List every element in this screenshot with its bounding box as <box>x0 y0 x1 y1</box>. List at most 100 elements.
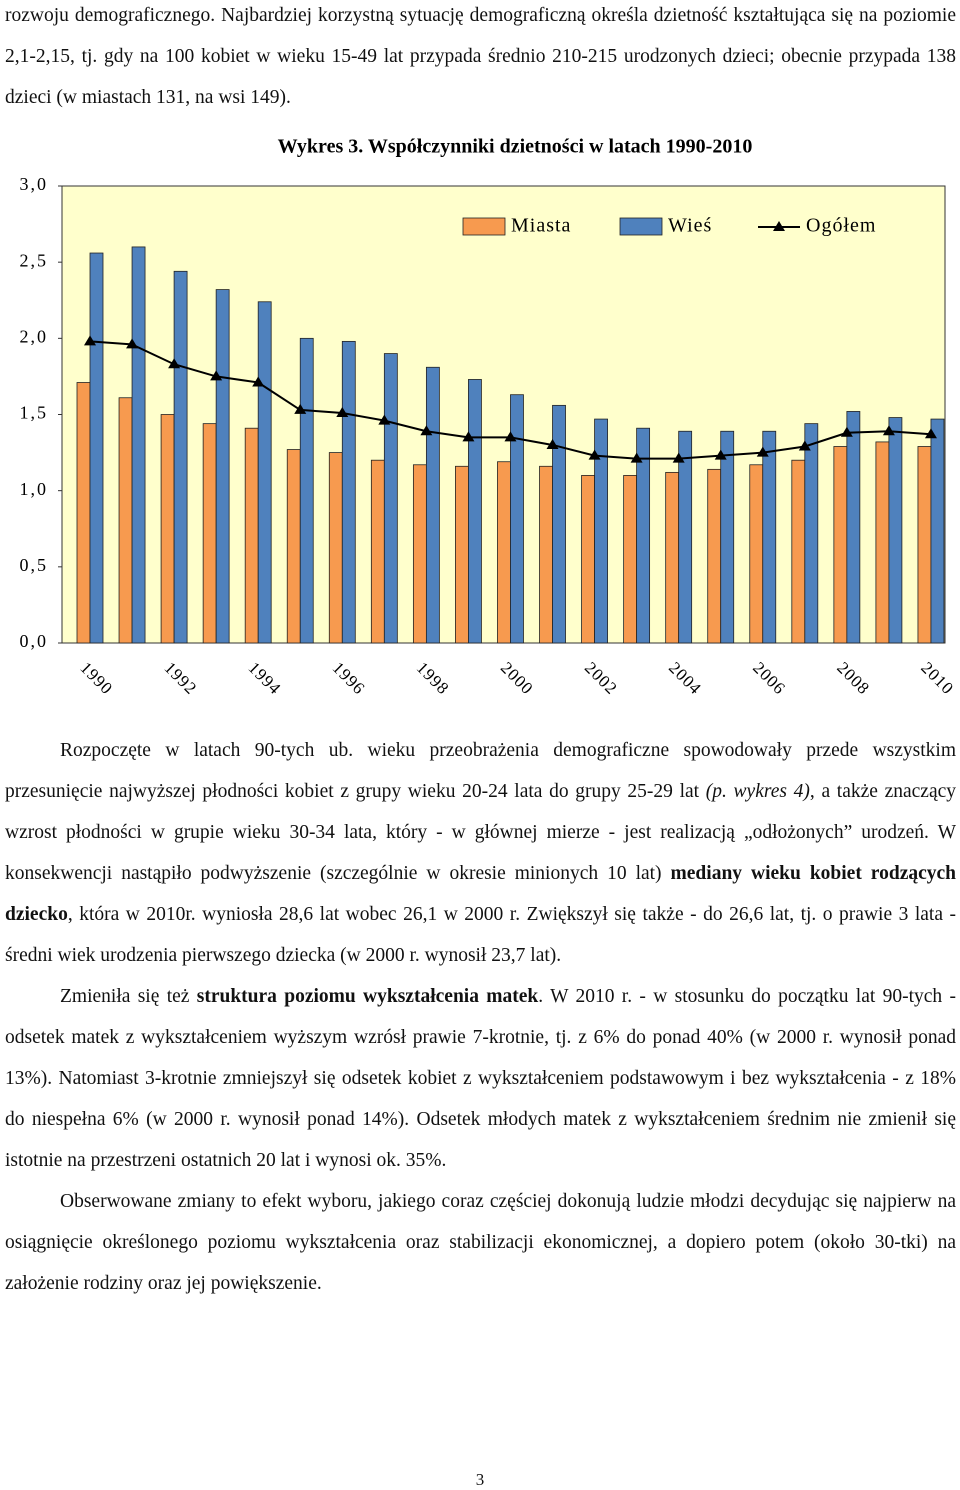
bar <box>888 417 903 644</box>
bar <box>707 468 722 644</box>
bar <box>425 366 440 644</box>
y-tick-label: 1,0 <box>20 479 49 499</box>
marker <box>840 426 853 437</box>
marker <box>672 452 685 463</box>
bar <box>341 340 356 644</box>
bar <box>370 459 385 644</box>
marker <box>714 449 727 460</box>
x-tick-label: 1994 <box>245 658 285 698</box>
marker <box>168 358 181 369</box>
bar <box>833 446 848 644</box>
bar <box>286 449 301 644</box>
y-tick-label: 2,5 <box>20 250 49 270</box>
paragraph: rozwoju demograficznego. Najbardziej kor… <box>5 0 956 118</box>
text: mediany wieku kobiet rodzących dziecko <box>5 863 956 925</box>
x-tick-label: 2010 <box>917 658 957 698</box>
marker <box>630 452 643 463</box>
bar <box>720 430 735 644</box>
bar <box>257 301 272 644</box>
body-text: Rozpoczęte w latach 90-tych ub. wieku pr… <box>5 730 956 1304</box>
bar <box>623 475 638 644</box>
bar <box>202 423 217 644</box>
x-tick-label: 2008 <box>833 658 873 698</box>
marker <box>588 449 601 460</box>
bar <box>552 404 566 644</box>
bar <box>455 465 469 644</box>
text: , która w 2010r. wyniosła 28,6 lat wobec… <box>5 904 956 966</box>
marker <box>504 431 517 442</box>
bar <box>244 427 259 644</box>
legend-label: Miasta <box>511 215 571 237</box>
text: Rozpoczęte w latach 90-tych ub. wieku pr… <box>5 740 956 802</box>
text: struktura poziomu wykształcenia matek <box>196 986 539 1007</box>
marker <box>756 446 769 457</box>
legend-marker <box>773 221 785 231</box>
marker <box>378 414 391 425</box>
x-tick-label: 2006 <box>749 658 789 698</box>
legend-label: Wieś <box>668 215 712 237</box>
bar <box>762 430 777 644</box>
y-tick-label: 2,0 <box>20 326 49 346</box>
bar <box>497 461 511 644</box>
marker <box>546 438 559 449</box>
marker <box>462 431 475 442</box>
marker <box>252 376 265 387</box>
bar <box>875 441 890 644</box>
bar <box>539 465 553 644</box>
bar <box>846 411 861 644</box>
y-tick-label: 0,5 <box>20 555 49 575</box>
legend-swatch <box>462 217 506 236</box>
marker <box>126 338 139 349</box>
chart-title: Wykres 3. Współczynniki dzietności w lat… <box>278 136 753 158</box>
bar <box>804 423 819 644</box>
paragraph: Rozpoczęte w latach 90-tych ub. wieku pr… <box>5 730 956 976</box>
bar <box>678 430 693 644</box>
x-tick-label: 1992 <box>161 658 201 698</box>
bar <box>791 459 806 644</box>
page-number: 3 <box>475 1470 485 1489</box>
bar <box>76 382 91 644</box>
paragraph-text: rozwoju demograficznego. Najbardziej kor… <box>5 5 956 108</box>
y-tick-label: 3,0 <box>20 174 49 194</box>
bar <box>215 289 230 644</box>
x-tick-label: 1998 <box>413 658 453 698</box>
bar <box>299 337 314 644</box>
marker <box>420 425 433 436</box>
bar <box>510 394 524 644</box>
marker <box>294 403 307 414</box>
y-tick-label: 1,5 <box>20 403 49 423</box>
x-tick-label: 2000 <box>497 658 537 698</box>
paragraph: Zmieniła się też struktura poziomu wyksz… <box>5 976 956 1181</box>
text: , a także znaczący wzrost płodności w gr… <box>5 781 957 884</box>
bar <box>930 418 945 644</box>
paragraph: Obserwowane zmiany to efekt wyboru, jaki… <box>5 1181 956 1304</box>
bar <box>173 270 188 644</box>
bar <box>118 397 133 644</box>
bar <box>665 471 680 644</box>
text: (p. wykres 4) <box>705 781 810 802</box>
text: . W 2010 r. - w stosunku do początku lat… <box>5 986 956 1171</box>
marker <box>336 406 349 417</box>
bar <box>328 452 343 644</box>
bar <box>917 446 932 644</box>
bar <box>160 414 175 644</box>
marker <box>924 428 937 439</box>
text: Obserwowane zmiany to efekt wyboru, jaki… <box>5 1191 956 1294</box>
x-tick-label: 1990 <box>76 658 116 698</box>
marker <box>798 440 811 451</box>
x-tick-label: 2002 <box>581 658 621 698</box>
bar <box>131 246 146 644</box>
chart: Wykres 3. Współczynniki dzietności w lat… <box>20 136 958 699</box>
marker <box>210 370 223 381</box>
text: Zmieniła się też <box>60 986 197 1007</box>
bar <box>383 353 398 644</box>
legend-label: Ogółem <box>806 215 876 237</box>
x-tick-label: 2004 <box>665 658 705 698</box>
legend-swatch <box>619 217 663 236</box>
bar <box>468 379 482 644</box>
bar <box>636 427 651 644</box>
bar <box>412 464 427 644</box>
bar <box>89 252 104 644</box>
bar <box>749 464 764 644</box>
x-tick-label: 1996 <box>329 658 369 698</box>
